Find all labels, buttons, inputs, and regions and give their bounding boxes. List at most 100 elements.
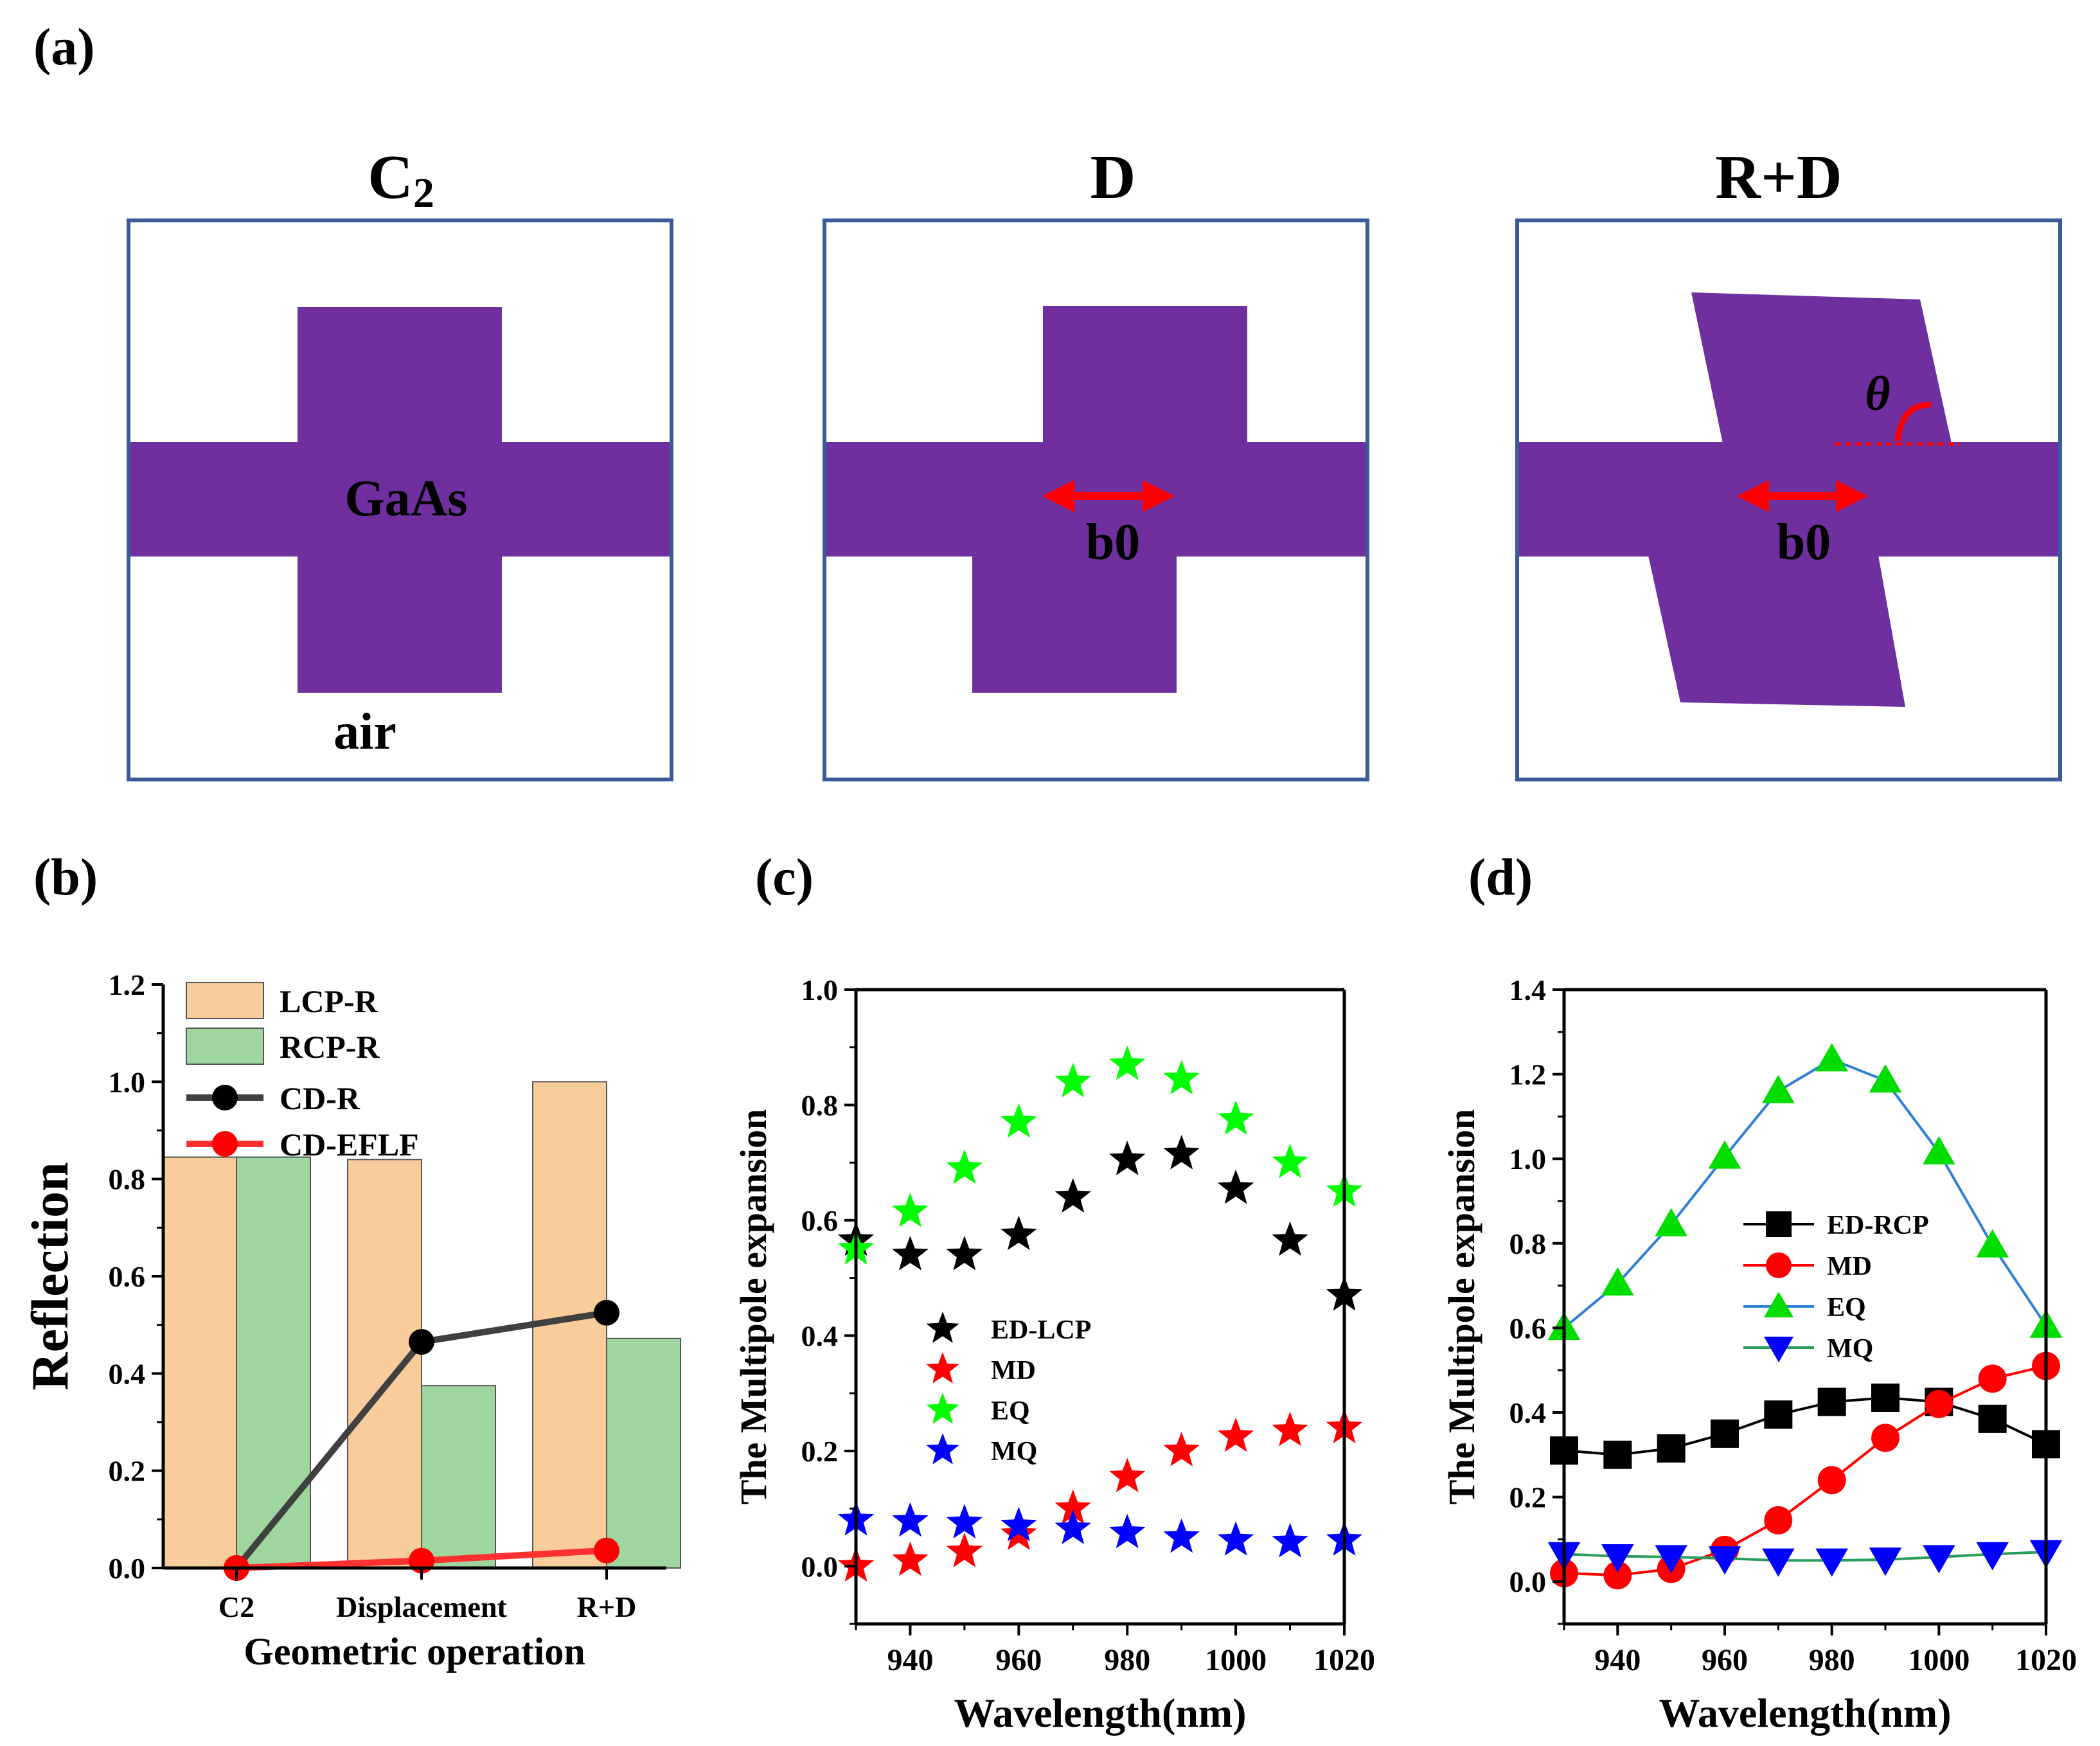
y-tick-label: 0.8 (1509, 1227, 1547, 1260)
chart-d: 0.0 0.2 0.4 0.6 0.8 1.0 1.2 1.4 940 960 980 1000 102… (1441, 974, 2077, 1736)
legend-swatch-rcp-r (186, 1028, 264, 1065)
x-axis-label: Geometric operation (244, 1630, 585, 1673)
point-eq (1655, 1207, 1687, 1236)
legend-marker-md (1766, 1252, 1792, 1278)
point-ed-rcp (1978, 1404, 2007, 1433)
y-tick-label: 1.0 (801, 974, 839, 1006)
legend-marker-ed-rcp (1766, 1211, 1792, 1237)
point-eq (946, 1149, 983, 1184)
chart-b: 0.0 0.2 0.4 0.6 0.8 1.0 1.2 C2 Displacement R+D Ge… (21, 968, 681, 1673)
point-eq (1163, 1060, 1200, 1095)
y-tick-label: 1.4 (1509, 974, 1547, 1006)
x-tick-label: 1000 (1908, 1643, 1970, 1677)
bar-rcp-r (236, 1156, 311, 1569)
point-md (1817, 1466, 1846, 1495)
legend: ED-RCP MD EQ MQ (1743, 1211, 1929, 1364)
y-tick-label: 0.0 (801, 1550, 839, 1583)
point-eq (892, 1192, 929, 1227)
material-label: GaAs (344, 470, 467, 527)
legend-marker-mq (926, 1433, 959, 1465)
point-mq (1869, 1547, 1902, 1576)
point-ed-lcp (1217, 1169, 1254, 1204)
line-eq (1563, 1058, 2047, 1329)
point-eq (1272, 1143, 1308, 1179)
chart-c: 0.0 0.2 0.4 0.6 0.8 1.0 940 960 980 1000 1020 Wavel… (733, 974, 1375, 1736)
point-eq (1976, 1229, 2009, 1258)
point-eq (1815, 1043, 1848, 1072)
point-ed-rcp (1711, 1419, 1739, 1448)
legend-label-eq: EQ (991, 1396, 1030, 1426)
panel-a: (a) C2 GaAs air D b0 R+D (33, 17, 2062, 781)
point-mq (1217, 1521, 1254, 1556)
point-md (1163, 1432, 1200, 1466)
point-ed-lcp (1109, 1141, 1146, 1175)
y-axis-label: The Multipole expansion (733, 1109, 774, 1505)
angle-label: θ (1865, 367, 1890, 421)
point-mq (1109, 1513, 1146, 1549)
legend-marker-eq (926, 1393, 959, 1424)
legend-label-cd-r: CD-R (280, 1080, 360, 1116)
y-tick-label: 1.2 (1509, 1058, 1547, 1091)
x-tick-label: R+D (577, 1590, 637, 1623)
legend-label-ed-rcp: ED-RCP (1827, 1211, 1929, 1240)
shift-label: b0 (1777, 514, 1831, 571)
angle-arc (1894, 402, 1932, 441)
legend-label-rcp-r: RCP-R (280, 1029, 380, 1065)
legend-marker-cd-eflf (212, 1131, 238, 1157)
x-axis-label: Wavelength(nm) (1659, 1690, 1951, 1736)
shift-arrow (1042, 480, 1175, 512)
legend-label-mq: MQ (1827, 1334, 1873, 1364)
cell-d-lower-arm (972, 555, 1177, 693)
point-ed-rcp (1657, 1434, 1686, 1463)
y-axis-label: Reflection (21, 1162, 79, 1390)
panel-b-label: (b) (33, 848, 98, 906)
legend-label-md: MD (1827, 1252, 1872, 1281)
point-md (1217, 1417, 1254, 1452)
point-ed-lcp (1001, 1215, 1037, 1251)
y-tick-label: 0.4 (1509, 1396, 1547, 1429)
cell-rd-upper-arm (1691, 292, 1952, 443)
line-ed-rcp (1563, 1396, 2047, 1456)
legend: LCP-R RCP-R CD-R CD-EFLF (186, 982, 419, 1163)
point-md (1764, 1506, 1793, 1535)
point-eq (1762, 1074, 1795, 1103)
point-mq (1762, 1548, 1795, 1577)
y-tick-label: 0.0 (109, 1552, 146, 1585)
point-mq (1001, 1506, 1037, 1542)
x-axis-label: Wavelength(nm) (954, 1690, 1246, 1736)
y-tick-label: 1.0 (1509, 1143, 1547, 1175)
legend-label-cd-eflf: CD-EFLF (280, 1127, 419, 1163)
legend-label-lcp-r: LCP-R (280, 983, 378, 1019)
point-mq (1976, 1542, 2009, 1571)
y-tick-label: 1.0 (109, 1065, 146, 1098)
point-md (1871, 1423, 1900, 1452)
cell-rd: R+D θ b0 (1515, 143, 2062, 781)
y-tick-label: 0.6 (1509, 1312, 1547, 1344)
point-md (1978, 1364, 2007, 1393)
point-ed-rcp (1817, 1387, 1846, 1416)
point-md (1109, 1457, 1146, 1493)
point-mq (892, 1502, 929, 1537)
cell-rd-lower-arm (1648, 555, 1905, 707)
panel-a-label: (a) (33, 17, 95, 76)
cell-rd-title: R+D (1715, 143, 1842, 212)
y-tick-label: 0.6 (109, 1260, 146, 1293)
point-mq (946, 1504, 983, 1538)
y-tick-label: 0.4 (801, 1319, 839, 1352)
point-mq (1054, 1510, 1091, 1544)
point-md (1054, 1489, 1091, 1524)
point-ed-lcp (892, 1236, 929, 1270)
cell-c2-cross-vertical (298, 307, 502, 693)
point-eq (1923, 1136, 1955, 1165)
bar-lcp-r (162, 1156, 237, 1569)
legend: ED-LCP MD EQ MQ (926, 1312, 1091, 1466)
point-eq (1869, 1064, 1902, 1093)
point-cd-r (594, 1299, 619, 1326)
point-mq (1708, 1546, 1741, 1575)
y-tick-label: 1.2 (109, 968, 146, 1001)
point-cd-eflf (594, 1537, 619, 1563)
line-md (1563, 1364, 2047, 1577)
point-md (946, 1533, 983, 1567)
point-mq (1601, 1544, 1634, 1573)
y-axis-label: The Multipole expansion (1441, 1109, 1482, 1505)
